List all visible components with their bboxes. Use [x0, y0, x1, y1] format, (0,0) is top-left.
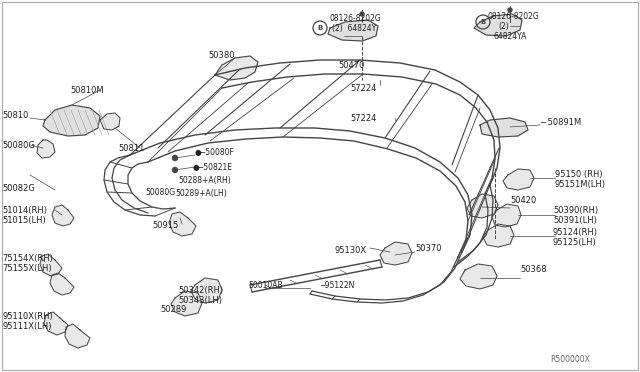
Polygon shape [467, 194, 498, 218]
Text: (2): (2) [498, 22, 509, 31]
Text: 08126-8202G: 08126-8202G [488, 12, 540, 20]
Circle shape [360, 12, 364, 16]
Text: 57224: 57224 [350, 83, 376, 93]
Text: 50289+A(LH): 50289+A(LH) [175, 189, 227, 198]
Text: 08126-8202G: 08126-8202G [330, 13, 381, 22]
Circle shape [173, 155, 177, 160]
Text: 50811: 50811 [118, 144, 145, 153]
Text: 95124(RH): 95124(RH) [553, 228, 598, 237]
Text: B: B [317, 25, 323, 31]
Polygon shape [44, 312, 68, 335]
Polygon shape [483, 224, 514, 247]
Text: 95125(LH): 95125(LH) [553, 237, 596, 247]
Polygon shape [328, 20, 378, 41]
Text: 50370: 50370 [415, 244, 442, 253]
Text: ●─50821E: ●─50821E [193, 163, 233, 171]
Text: 95150 (RH): 95150 (RH) [555, 170, 603, 179]
Polygon shape [492, 204, 521, 227]
Text: 95151M(LH): 95151M(LH) [555, 180, 606, 189]
Text: 95111X(LH): 95111X(LH) [2, 321, 51, 330]
Text: 50391(LH): 50391(LH) [553, 215, 597, 224]
Text: 50420: 50420 [510, 196, 536, 205]
Polygon shape [65, 324, 90, 348]
Text: 50082G: 50082G [2, 183, 35, 192]
Text: 50390(RH): 50390(RH) [553, 205, 598, 215]
Text: 50810: 50810 [2, 110, 28, 119]
Text: ●─50080F: ●─50080F [195, 148, 235, 157]
Circle shape [508, 8, 512, 12]
Text: ─ 50891M: ─ 50891M [540, 118, 581, 126]
Polygon shape [50, 273, 74, 295]
Text: 50343(LH): 50343(LH) [178, 295, 222, 305]
Text: 50342(RH): 50342(RH) [178, 285, 223, 295]
Polygon shape [37, 140, 55, 158]
Polygon shape [480, 118, 528, 137]
Text: 50289: 50289 [160, 305, 186, 314]
Text: 51015(LH): 51015(LH) [2, 215, 45, 224]
Text: 95110X(RH): 95110X(RH) [2, 311, 52, 321]
Text: 50470: 50470 [338, 61, 364, 70]
Polygon shape [100, 113, 120, 130]
Text: 95130X: 95130X [335, 246, 367, 254]
Text: 75154X(RH): 75154X(RH) [2, 253, 53, 263]
Text: 64824YA: 64824YA [494, 32, 527, 41]
Circle shape [173, 167, 177, 173]
Text: R500000X: R500000X [550, 356, 590, 365]
Text: 50915: 50915 [152, 221, 179, 230]
Text: 50810M: 50810M [70, 86, 104, 94]
Polygon shape [40, 254, 62, 276]
Text: 50288+A(RH): 50288+A(RH) [178, 176, 231, 185]
Text: 50368: 50368 [520, 266, 547, 275]
Polygon shape [503, 169, 534, 190]
Text: 50380: 50380 [208, 51, 234, 60]
Text: 50080G: 50080G [2, 141, 35, 150]
Text: (2)  64824Y: (2) 64824Y [332, 23, 376, 32]
Text: 51014(RH): 51014(RH) [2, 205, 47, 215]
Text: 50010AB: 50010AB [248, 280, 283, 289]
Text: 50080G: 50080G [145, 187, 175, 196]
Polygon shape [169, 212, 196, 236]
Polygon shape [474, 14, 522, 36]
Polygon shape [460, 264, 497, 289]
Text: 75155X(LH): 75155X(LH) [2, 263, 52, 273]
Polygon shape [171, 291, 202, 316]
Polygon shape [191, 278, 222, 303]
Polygon shape [52, 205, 74, 226]
Text: B: B [481, 19, 486, 25]
Text: ─95122N: ─95122N [320, 280, 355, 289]
Polygon shape [380, 242, 412, 265]
Polygon shape [215, 56, 258, 80]
Polygon shape [43, 105, 100, 136]
Text: 57224: 57224 [350, 113, 376, 122]
